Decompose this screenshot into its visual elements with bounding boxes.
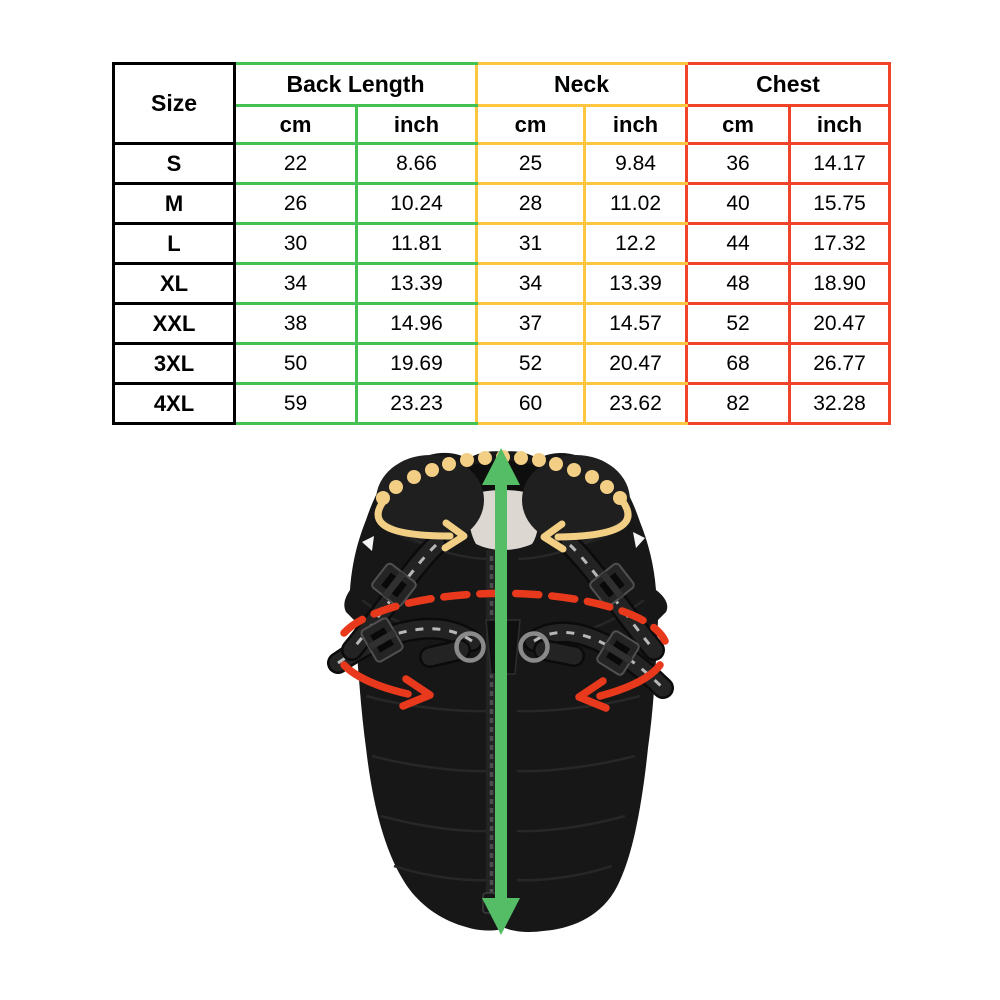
size-row-label: XXL: [112, 302, 236, 345]
cell-back-cm: 30: [233, 222, 358, 265]
cell-chest-cm: 52: [685, 302, 792, 345]
d-ring-left: [454, 631, 486, 663]
cell-back-cm: 34: [233, 262, 358, 305]
cell-back-inch: 13.39: [355, 262, 478, 305]
cell-neck-cm: 25: [475, 142, 586, 185]
cell-back-inch: 23.23: [355, 382, 478, 425]
cell-back-inch: 8.66: [355, 142, 478, 185]
neck-arrow-left: [374, 494, 468, 552]
cell-neck-cm: 52: [475, 342, 586, 385]
back-length-arrow: [482, 448, 520, 935]
size-row-label: 3XL: [112, 342, 236, 385]
collar-left-lobe: [376, 455, 484, 545]
cell-back-inch: 19.69: [355, 342, 478, 385]
size-row-label: S: [112, 142, 236, 185]
cell-chest-cm: 48: [685, 262, 792, 305]
cell-neck-inch: 13.39: [582, 262, 688, 305]
size-row-label: L: [112, 222, 236, 265]
cell-neck-cm: 34: [475, 262, 586, 305]
cell-chest-inch: 20.47: [788, 302, 892, 345]
chest-arrow-left: [340, 661, 434, 710]
cell-chest-inch: 32.28: [788, 382, 892, 425]
neck-girth-indicator: [374, 450, 632, 553]
cell-back-inch: 14.96: [355, 302, 478, 345]
unit-header-chest-inch: inch: [788, 104, 892, 145]
group-header-chest: Chest: [685, 62, 892, 107]
cell-neck-cm: 60: [475, 382, 586, 425]
d-ring-right: [518, 631, 550, 663]
cell-neck-inch: 14.57: [582, 302, 688, 345]
cell-neck-inch: 12.2: [582, 222, 688, 265]
size-row-label: XL: [112, 262, 236, 305]
cell-back-cm: 59: [233, 382, 358, 425]
collar-right-lobe: [522, 455, 630, 545]
back-length-arrowhead-up: [482, 448, 520, 485]
unit-header-back-cm: cm: [233, 104, 358, 145]
group-header-back-length: Back Length: [233, 62, 478, 107]
cell-chest-inch: 14.17: [788, 142, 892, 185]
cell-chest-inch: 18.90: [788, 262, 892, 305]
size-chart-table: Size Back Length Neck Chest cm inch cm i…: [112, 62, 892, 425]
group-header-neck: Neck: [474, 62, 688, 107]
table-row: XXL 38 14.96 37 14.57 52 20.47: [112, 302, 892, 345]
table-group-header-row: Size Back Length Neck Chest: [112, 62, 892, 145]
table-row: 3XL 50 19.69 52 20.47 68 26.77: [112, 342, 892, 385]
table-unit-header-row: cm inch cm inch cm inch: [114, 104, 892, 145]
cell-neck-inch: 23.62: [582, 382, 688, 425]
table-row: S 22 8.66 25 9.84 36 14.17: [112, 142, 892, 185]
chest-arrow-right: [575, 661, 664, 712]
cell-back-cm: 38: [233, 302, 358, 345]
cell-neck-cm: 28: [475, 182, 586, 225]
chest-dashed-arc: [340, 589, 669, 645]
cell-back-cm: 26: [233, 182, 358, 225]
cell-neck-cm: 31: [475, 222, 586, 265]
right-wing-notch: [633, 532, 645, 548]
cell-back-cm: 50: [233, 342, 358, 385]
unit-header-chest-cm: cm: [685, 104, 792, 145]
cell-chest-cm: 36: [685, 142, 792, 185]
dog-vest-measurement-diagram: [327, 448, 674, 935]
cell-chest-inch: 17.32: [788, 222, 892, 265]
cell-chest-cm: 44: [685, 222, 792, 265]
cell-neck-cm: 37: [475, 302, 586, 345]
table-row: M 26 10.24 28 11.02 40 15.75: [112, 182, 892, 225]
neck-arrow-right: [540, 494, 632, 553]
cell-neck-inch: 11.02: [582, 182, 688, 225]
unit-header-neck-inch: inch: [582, 104, 688, 145]
table-row: XL 34 13.39 34 13.39 48 18.90: [112, 262, 892, 305]
table-row: 4XL 59 23.23 60 23.62 82 32.28: [112, 382, 892, 425]
left-wing-notch: [362, 536, 374, 551]
size-row-label: 4XL: [112, 382, 236, 425]
cell-chest-inch: 26.77: [788, 342, 892, 385]
cell-chest-cm: 82: [685, 382, 792, 425]
cell-back-inch: 10.24: [355, 182, 478, 225]
unit-header-back-inch: inch: [355, 104, 478, 145]
chest-girth-indicator: [340, 589, 669, 712]
cell-chest-inch: 15.75: [788, 182, 892, 225]
back-length-arrowhead-down: [482, 898, 520, 935]
cell-neck-inch: 20.47: [582, 342, 688, 385]
size-row-label: M: [112, 182, 236, 225]
size-column-header: Size: [112, 62, 236, 145]
cell-neck-inch: 9.84: [582, 142, 688, 185]
harness: [327, 534, 674, 699]
cell-chest-cm: 40: [685, 182, 792, 225]
cell-back-inch: 11.81: [355, 222, 478, 265]
cell-chest-cm: 68: [685, 342, 792, 385]
unit-header-neck-cm: cm: [475, 104, 586, 145]
table-row: L 30 11.81 31 12.2 44 17.32: [112, 222, 892, 265]
cell-back-cm: 22: [233, 142, 358, 185]
